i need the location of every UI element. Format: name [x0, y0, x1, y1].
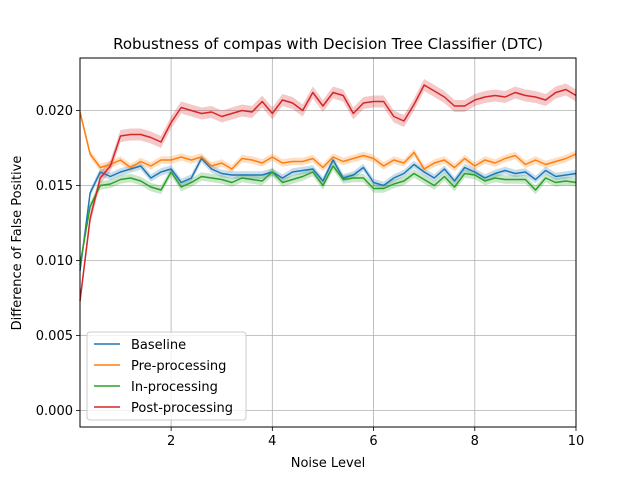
y-tick-label: 0.000: [36, 404, 73, 419]
x-axis-label: Noise Level: [291, 456, 366, 471]
legend-label: Baseline: [131, 338, 186, 353]
series-line-baseline: [79, 157, 577, 272]
plot-frame: [79, 57, 577, 428]
x-axis-ticks: 2 4 6 8 10: [167, 427, 584, 449]
series-line-in-processing: [79, 165, 577, 266]
x-tick-label: 8: [471, 434, 479, 449]
y-tick-label: 0.005: [36, 329, 73, 344]
chart-title: Robustness of compas with Decision Tree …: [113, 35, 543, 53]
x-tick-label: 2: [167, 434, 175, 449]
legend-label: Pre-processing: [131, 359, 226, 374]
legend-box: [86, 331, 247, 421]
legend-label: Post-processing: [131, 401, 233, 416]
y-tick-label: 0.020: [36, 104, 73, 119]
legend: Baseline Pre-processing In-processing Post-…: [86, 331, 247, 421]
x-tick-label: 6: [369, 434, 377, 449]
legend-label: In-processing: [131, 380, 218, 395]
y-axis-label: Difference of False Positive: [10, 156, 25, 331]
series-line-pre-processing: [79, 111, 577, 170]
y-tick-label: 0.010: [36, 254, 73, 269]
x-tick-label: 4: [268, 434, 276, 449]
y-axis-ticks: 0.000 0.005 0.010 0.015 0.020: [36, 104, 80, 419]
band-pre-processing: [80, 108, 576, 173]
y-tick-label: 0.015: [36, 179, 73, 194]
series-lines: [79, 84, 577, 302]
x-tick-label: 10: [568, 434, 585, 449]
series-line-post-processing: [79, 84, 577, 302]
